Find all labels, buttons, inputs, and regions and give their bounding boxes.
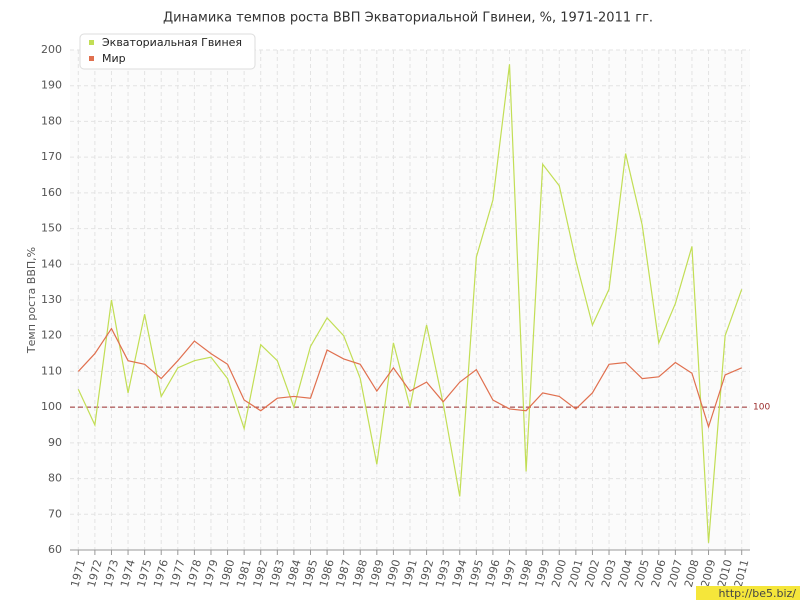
y-tick-label: 70 <box>48 507 62 520</box>
y-tick-label: 160 <box>41 186 62 199</box>
y-tick-label: 100 <box>41 400 62 413</box>
watermark: http://be5.biz/ <box>719 587 797 600</box>
watermark-box <box>696 586 800 600</box>
y-tick-label: 170 <box>41 150 62 163</box>
y-tick-label: 60 <box>48 543 62 556</box>
y-tick-label: 80 <box>48 472 62 485</box>
legend-marker <box>89 56 94 61</box>
legend-label: Экваториальная Гвинея <box>102 36 242 49</box>
series-line <box>77 327 742 429</box>
y-tick-label: 140 <box>41 257 62 270</box>
y-tick-label: 110 <box>41 364 62 377</box>
reference-label: 100 <box>753 403 770 413</box>
legend-marker <box>89 40 94 45</box>
y-axis-label: Темп роста ВВП,% <box>25 247 38 354</box>
y-tick-label: 200 <box>41 43 62 56</box>
y-tick-label: 130 <box>41 293 62 306</box>
y-tick-label: 180 <box>41 114 62 127</box>
y-tick-label: 120 <box>41 329 62 342</box>
y-tick-label: 190 <box>41 79 62 92</box>
series-line <box>77 64 743 543</box>
x-tick-label: 2011 <box>732 558 752 588</box>
y-tick-label: 90 <box>48 436 62 449</box>
legend-box <box>79 33 256 70</box>
legend-label: Мир <box>102 52 126 65</box>
chart-title: Динамика темпов роста ВВП Экваториальной… <box>163 11 653 26</box>
y-tick-label: 150 <box>41 222 62 235</box>
